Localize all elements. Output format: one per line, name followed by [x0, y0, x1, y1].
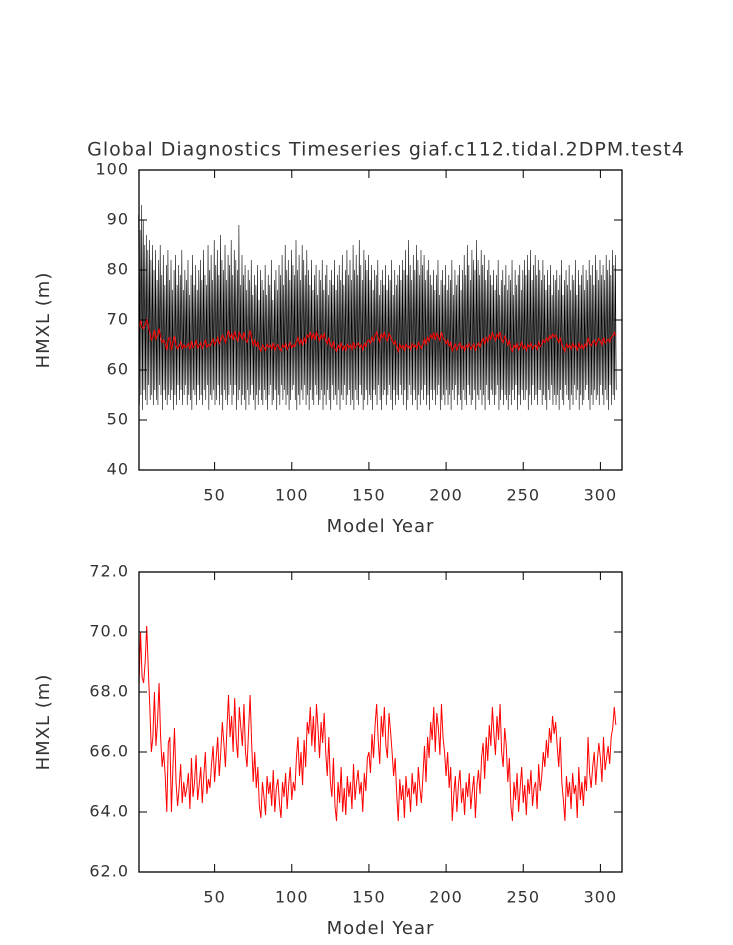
- y-tick-label: 80: [107, 260, 129, 279]
- y-tick-label: 68.0: [89, 682, 129, 701]
- x-tick-label: 250: [506, 486, 540, 505]
- series-line: [138, 625, 617, 822]
- x-axis-label: Model Year: [327, 516, 435, 537]
- y-tick-label: 70: [107, 310, 129, 329]
- y-tick-label: 72.0: [89, 562, 129, 581]
- x-tick-label: 50: [203, 888, 225, 907]
- x-tick-label: 250: [506, 888, 540, 907]
- x-tick-label: 300: [584, 486, 618, 505]
- y-tick-label: 90: [107, 210, 129, 229]
- x-axis-label: Model Year: [327, 918, 435, 939]
- series-line: [138, 318, 617, 354]
- y-tick-label: 100: [95, 160, 129, 179]
- x-tick-label: 100: [275, 888, 309, 907]
- x-tick-label: 150: [352, 888, 386, 907]
- x-tick-label: 300: [584, 888, 618, 907]
- series-band-line: [138, 204, 617, 411]
- y-axis-label: HMXL (m): [33, 272, 54, 369]
- chart-title: Global Diagnostics Timeseries giaf.c112.…: [87, 139, 685, 161]
- plot-frame: [138, 571, 623, 873]
- y-tick-label: 66.0: [89, 742, 129, 761]
- y-tick-label: 60: [107, 360, 129, 379]
- y-tick-label: 70.0: [89, 622, 129, 641]
- x-tick-label: 200: [429, 486, 463, 505]
- x-tick-label: 150: [352, 486, 386, 505]
- x-tick-label: 200: [429, 888, 463, 907]
- y-tick-label: 50: [107, 410, 129, 429]
- y-tick-label: 64.0: [89, 802, 129, 821]
- y-axis-label: HMXL (m): [33, 674, 54, 771]
- x-tick-label: 50: [203, 486, 225, 505]
- x-tick-label: 100: [275, 486, 309, 505]
- y-tick-label: 40: [107, 460, 129, 479]
- y-tick-label: 62.0: [89, 862, 129, 881]
